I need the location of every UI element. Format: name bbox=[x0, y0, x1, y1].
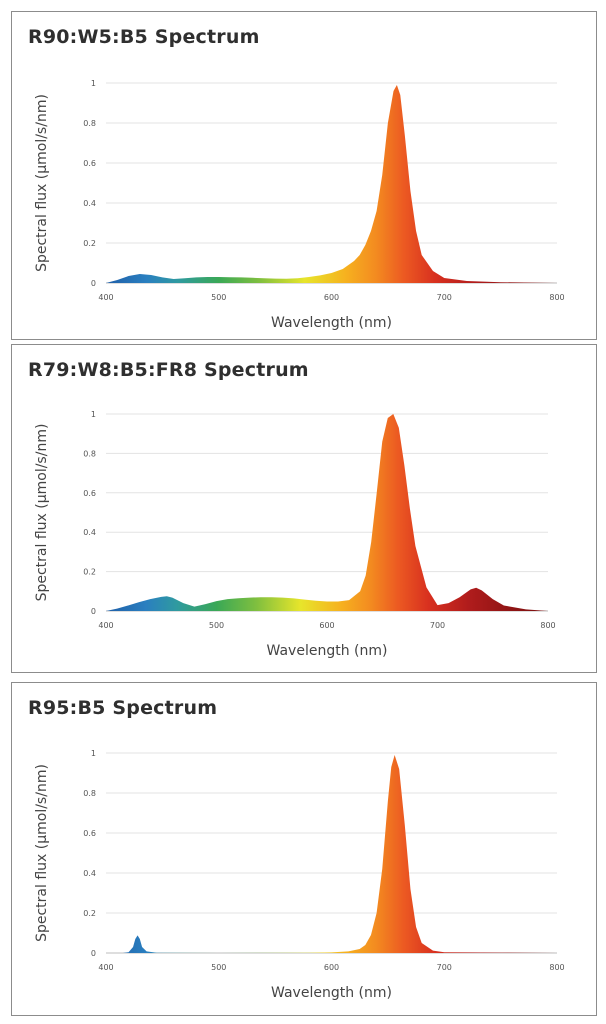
x-axis-label: Wavelength (nm) bbox=[267, 643, 388, 659]
chart-panel-2: R79:W8:B5:FR8 Spectrum bbox=[11, 344, 597, 673]
chart-panel-1: R90:W5:B5 Spectrum bbox=[11, 11, 597, 340]
x-tick-label: 600 bbox=[319, 621, 334, 630]
y-tick-label: 0 bbox=[91, 607, 96, 616]
y-tick-label: 0 bbox=[91, 279, 96, 288]
y-axis-label: Spectral flux (μmol/s/nm) bbox=[34, 764, 50, 942]
y-tick-label: 0.4 bbox=[83, 528, 96, 537]
y-tick-label: 0.8 bbox=[83, 789, 96, 798]
x-tick-label: 400 bbox=[98, 963, 113, 972]
x-tick-label: 600 bbox=[324, 293, 339, 302]
x-tick-label: 600 bbox=[324, 963, 339, 972]
chart-title: R95:B5 Spectrum bbox=[28, 697, 218, 719]
y-tick-label: 0.6 bbox=[83, 489, 96, 498]
y-tick-label: 1 bbox=[91, 749, 96, 758]
x-tick-label: 500 bbox=[209, 621, 224, 630]
y-tick-label: 0.2 bbox=[83, 909, 96, 918]
x-tick-label: 500 bbox=[211, 963, 226, 972]
chart-1: 0 0.2 0.4 0.6 0.8 1 400 500 600 700 800 Wavelength … bbox=[34, 79, 565, 331]
y-axis-label: Spectral flux (μmol/s/nm) bbox=[34, 94, 50, 272]
spectrum-area bbox=[106, 85, 557, 283]
spectrum-area bbox=[106, 414, 548, 611]
y-tick-label: 1 bbox=[91, 79, 96, 88]
x-tick-label: 400 bbox=[98, 293, 113, 302]
y-tick-label: 0.8 bbox=[83, 119, 96, 128]
y-axis-label: Spectral flux (μmol/s/nm) bbox=[34, 424, 50, 602]
chart-2: 0 0.2 0.4 0.6 0.8 1 400 500 600 700 800 Wavelength … bbox=[34, 410, 556, 659]
spectrum-area bbox=[106, 755, 557, 953]
y-tick-label: 0.6 bbox=[83, 159, 96, 168]
x-tick-label: 800 bbox=[549, 293, 564, 302]
y-tick-label: 0.6 bbox=[83, 829, 96, 838]
y-tick-label: 0 bbox=[91, 949, 96, 958]
x-tick-label: 400 bbox=[98, 621, 113, 630]
x-tick-label: 800 bbox=[549, 963, 564, 972]
y-tick-label: 1 bbox=[91, 410, 96, 419]
x-axis-label: Wavelength (nm) bbox=[271, 985, 392, 1001]
x-tick-label: 700 bbox=[430, 621, 445, 630]
chart-panel-3: R95:B5 Spectrum bbox=[11, 682, 597, 1016]
y-tick-label: 0.4 bbox=[83, 199, 96, 208]
x-tick-label: 800 bbox=[540, 621, 555, 630]
x-tick-label: 700 bbox=[437, 293, 452, 302]
y-tick-label: 0.2 bbox=[83, 239, 96, 248]
x-axis-label: Wavelength (nm) bbox=[271, 315, 392, 331]
chart-title: R90:W5:B5 Spectrum bbox=[28, 26, 260, 48]
chart-3: 0 0.2 0.4 0.6 0.8 1 400 500 600 700 800 Wavelength … bbox=[34, 749, 565, 1001]
y-tick-label: 0.8 bbox=[83, 449, 96, 458]
x-tick-label: 700 bbox=[437, 963, 452, 972]
y-tick-label: 0.4 bbox=[83, 869, 96, 878]
y-tick-label: 0.2 bbox=[83, 568, 96, 577]
chart-title: R79:W8:B5:FR8 Spectrum bbox=[28, 359, 309, 381]
x-tick-label: 500 bbox=[211, 293, 226, 302]
